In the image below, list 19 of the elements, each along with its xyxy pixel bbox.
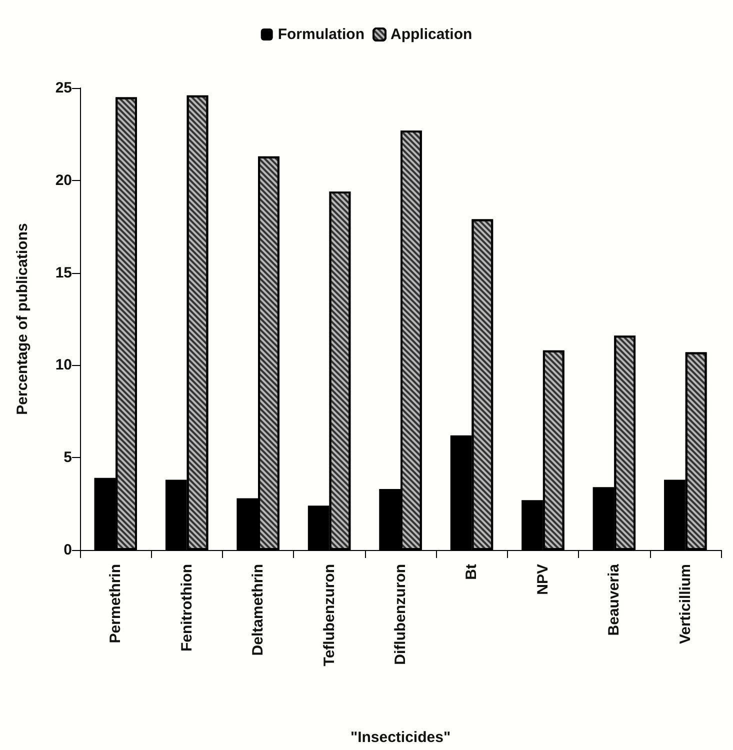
- y-axis-title: Percentage of publications: [14, 223, 31, 415]
- y-tick-label: 25: [55, 80, 72, 96]
- x-tick-label: NPV: [534, 564, 552, 595]
- y-tick-label: 5: [64, 449, 72, 466]
- x-tick-label: Verticillium: [676, 564, 694, 644]
- legend-label: Application: [390, 26, 472, 43]
- x-tick-label: Diflubenzuron: [392, 564, 409, 665]
- y-tick-label: 20: [55, 172, 72, 189]
- legend-label: Formulation: [278, 26, 365, 43]
- y-tick-label: 10: [55, 356, 72, 374]
- x-tick-label: Teflubenzuron: [320, 564, 338, 666]
- x-tick-label: Deltamethrin: [250, 564, 267, 656]
- y-tick-label: 0: [64, 542, 72, 558]
- x-tick-label: Permethrin: [107, 564, 124, 644]
- x-axis-title: "Insecticides": [350, 729, 451, 746]
- x-tick-label: Bt: [463, 564, 480, 580]
- x-tick-label: Fenitrothion: [178, 564, 196, 652]
- y-tick-label: 15: [55, 264, 72, 282]
- x-tick-label: Beauveria: [606, 563, 623, 636]
